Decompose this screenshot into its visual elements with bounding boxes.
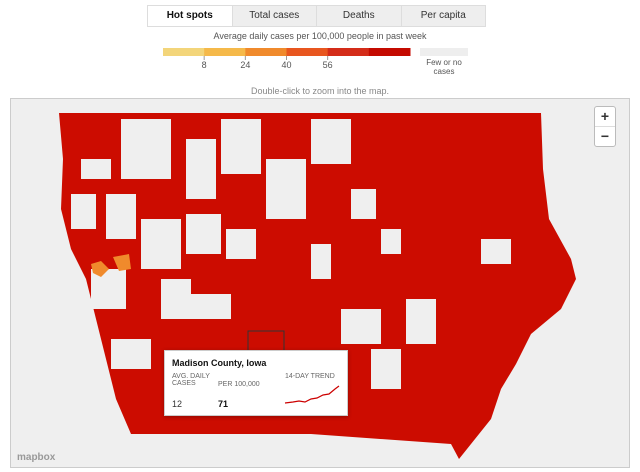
trend-sparkline [284,385,340,404]
tooltip-title: Madison County, Iowa [172,358,267,368]
legend-swatch [327,48,370,56]
legend-tick-label: 24 [240,60,250,70]
legend-tick-label: 56 [323,60,333,70]
col-label: PER 100,000 [218,381,260,388]
col-label: AVG. DAILY CASES [172,373,210,387]
legend-swatch [204,48,246,56]
legend-tick-label: 8 [202,60,207,70]
legend: 8 24 40 56 Few or no cases [163,48,468,76]
legend-swatch [163,48,205,56]
hint: Double-click to zoom into the map. [250,86,390,96]
map-logo: mapbox [17,452,56,463]
map[interactable]: + − Madison County, Iowa AVG. DAILY CASE… [10,98,630,468]
per-capita-value: 71 [218,399,229,409]
tooltip: Madison County, Iowa AVG. DAILY CASES PE… [164,350,348,416]
legend-tick-label: 40 [281,60,291,70]
tab[interactable]: Deaths [316,6,401,26]
col-label: 14-DAY TREND [285,373,335,380]
legend-none-swatch [420,48,468,56]
tab[interactable]: Per capita [400,6,486,26]
zoom-in[interactable]: + [600,108,610,124]
legend-none-label: Few or no cases [426,58,462,76]
legend-swatch [368,48,411,56]
cases-value: 12 [172,399,183,409]
legend-swatch [286,48,329,56]
zoom-control: + − [594,106,616,147]
legend-swatch [245,48,287,56]
tab[interactable]: Hot spots [148,6,232,26]
tabs: Hot spots Total cases Deaths Per capita [147,5,486,27]
zoom-out[interactable]: − [595,126,615,146]
tab[interactable]: Total cases [231,6,317,26]
legend-title: Average daily cases per 100,000 people i… [213,31,427,41]
